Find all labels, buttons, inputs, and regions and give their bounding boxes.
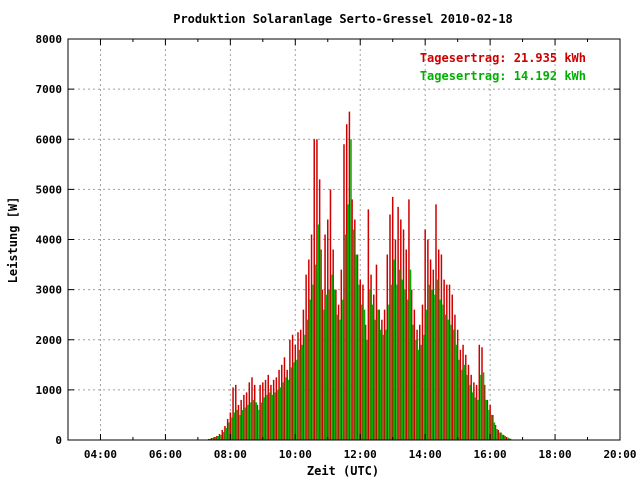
x-tick-label: 04:00 xyxy=(84,448,117,461)
x-axis-ticks: 04:00 06:00 08:00 10:00 12:00 14:00 16:00 18:00… xyxy=(67,39,637,461)
chart-title: Produktion Solaranlage Serto-Gressel 201… xyxy=(173,12,513,26)
x-tick-label: 12:00 xyxy=(344,448,377,461)
x-axis-label: Zeit (UTC) xyxy=(307,464,379,478)
x-tick-label: 08:00 xyxy=(214,448,247,461)
y-tick-label: 1000 xyxy=(36,384,63,397)
y-tick-label: 7000 xyxy=(36,83,63,96)
y-tick-label: 4000 xyxy=(36,234,63,247)
y-tick-label: 8000 xyxy=(36,33,63,46)
y-axis-ticks: 0 1000 2000 3000 4000 5000 6000 7000 8000 xyxy=(36,33,620,447)
y-tick-label: 0 xyxy=(55,434,62,447)
y-axis-label: Leistung [W] xyxy=(6,197,20,284)
x-tick-label: 16:00 xyxy=(474,448,507,461)
y-tick-label: 2000 xyxy=(36,334,63,347)
y-tick-label: 6000 xyxy=(36,133,63,146)
daily-yield-red: Tagesertrag: 21.935 kWh xyxy=(420,51,586,65)
series-red-bars xyxy=(207,111,510,440)
daily-yield-green: Tagesertrag: 14.192 kWh xyxy=(420,69,586,83)
x-tick-label: 20:00 xyxy=(603,448,636,461)
series-green-bars xyxy=(209,139,512,440)
y-tick-label: 3000 xyxy=(36,284,63,297)
x-tick-label: 18:00 xyxy=(538,448,571,461)
y-tick-label: 5000 xyxy=(36,183,63,196)
x-tick-label: 10:00 xyxy=(279,448,312,461)
x-tick-label: 14:00 xyxy=(409,448,442,461)
x-tick-label: 06:00 xyxy=(149,448,182,461)
